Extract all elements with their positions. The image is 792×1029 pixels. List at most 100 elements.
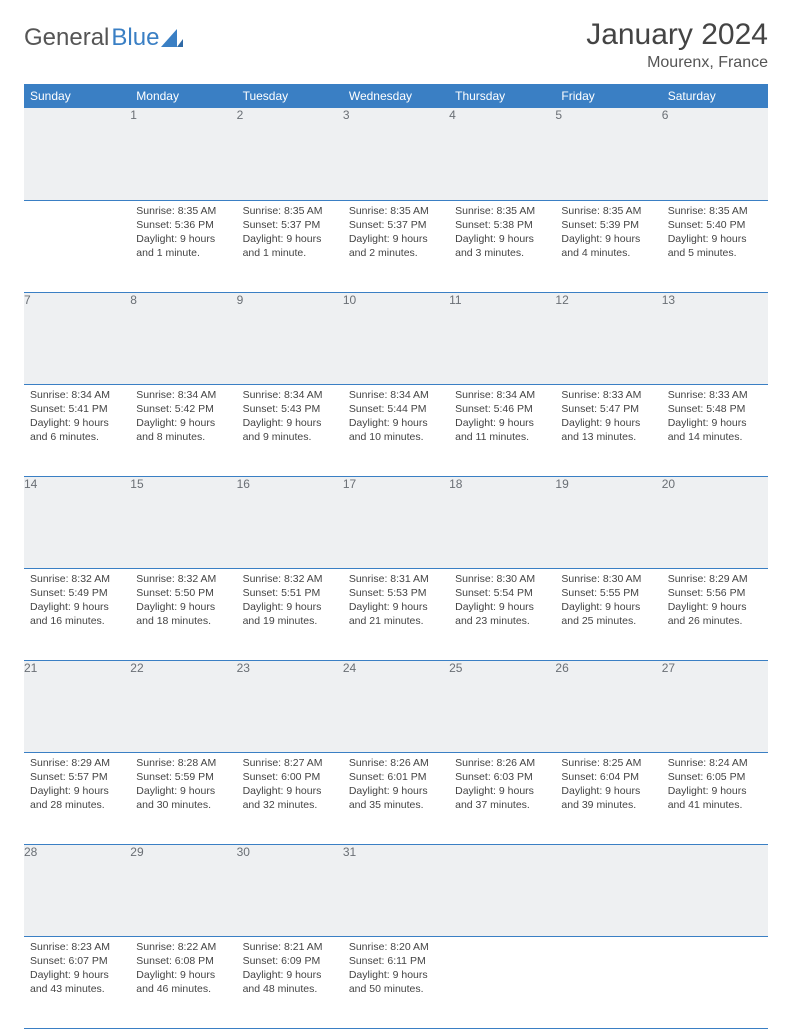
- sunrise-text: Sunrise: 8:22 AM: [136, 940, 230, 954]
- day-cell: Sunrise: 8:35 AMSunset: 5:37 PMDaylight:…: [343, 200, 449, 292]
- daylight-text-2: and 16 minutes.: [30, 614, 124, 628]
- sunset-text: Sunset: 5:36 PM: [136, 218, 230, 232]
- sunset-text: Sunset: 5:47 PM: [561, 402, 655, 416]
- title-block: January 2024 Mourenx, France: [586, 18, 768, 72]
- day-number: 20: [662, 476, 768, 568]
- day-number: 16: [237, 476, 343, 568]
- daylight-text-2: and 8 minutes.: [136, 430, 230, 444]
- daylight-text-2: and 48 minutes.: [243, 982, 337, 996]
- day-details: Sunrise: 8:20 AMSunset: 6:11 PMDaylight:…: [343, 937, 449, 1003]
- day-details: Sunrise: 8:32 AMSunset: 5:51 PMDaylight:…: [237, 569, 343, 635]
- daylight-text-2: and 46 minutes.: [136, 982, 230, 996]
- sunrise-text: Sunrise: 8:34 AM: [30, 388, 124, 402]
- day-cell: Sunrise: 8:26 AMSunset: 6:03 PMDaylight:…: [449, 752, 555, 844]
- day-number: 5: [555, 108, 661, 200]
- logo-text-2: Blue: [111, 24, 159, 52]
- sunrise-text: Sunrise: 8:34 AM: [349, 388, 443, 402]
- sunset-text: Sunset: 6:11 PM: [349, 954, 443, 968]
- sunrise-text: Sunrise: 8:35 AM: [668, 204, 762, 218]
- sunset-text: Sunset: 5:59 PM: [136, 770, 230, 784]
- sunset-text: Sunset: 5:51 PM: [243, 586, 337, 600]
- daylight-text-1: Daylight: 9 hours: [136, 416, 230, 430]
- sunset-text: Sunset: 5:49 PM: [30, 586, 124, 600]
- day-content-row: Sunrise: 8:23 AMSunset: 6:07 PMDaylight:…: [24, 936, 768, 1028]
- day-number: 29: [130, 844, 236, 936]
- day-cell: [662, 936, 768, 1028]
- sunset-text: Sunset: 6:01 PM: [349, 770, 443, 784]
- daylight-text-1: Daylight: 9 hours: [243, 784, 337, 798]
- daylight-text-2: and 6 minutes.: [30, 430, 124, 444]
- day-cell: Sunrise: 8:21 AMSunset: 6:09 PMDaylight:…: [237, 936, 343, 1028]
- day-content-row: Sunrise: 8:34 AMSunset: 5:41 PMDaylight:…: [24, 384, 768, 476]
- daylight-text-2: and 9 minutes.: [243, 430, 337, 444]
- day-content-row: Sunrise: 8:32 AMSunset: 5:49 PMDaylight:…: [24, 568, 768, 660]
- day-number: 25: [449, 660, 555, 752]
- day-number: [24, 108, 130, 200]
- daylight-text-2: and 23 minutes.: [455, 614, 549, 628]
- day-cell: Sunrise: 8:34 AMSunset: 5:42 PMDaylight:…: [130, 384, 236, 476]
- day-details: Sunrise: 8:34 AMSunset: 5:41 PMDaylight:…: [24, 385, 130, 451]
- daylight-text-1: Daylight: 9 hours: [668, 416, 762, 430]
- day-details: Sunrise: 8:33 AMSunset: 5:48 PMDaylight:…: [662, 385, 768, 451]
- day-cell: Sunrise: 8:31 AMSunset: 5:53 PMDaylight:…: [343, 568, 449, 660]
- month-title: January 2024: [586, 18, 768, 52]
- daylight-text-1: Daylight: 9 hours: [561, 416, 655, 430]
- weekday-header: Saturday: [662, 84, 768, 108]
- sunrise-text: Sunrise: 8:35 AM: [349, 204, 443, 218]
- daylight-text-1: Daylight: 9 hours: [455, 784, 549, 798]
- day-cell: [24, 200, 130, 292]
- sunset-text: Sunset: 5:44 PM: [349, 402, 443, 416]
- daylight-text-2: and 11 minutes.: [455, 430, 549, 444]
- day-number-row: 21222324252627: [24, 660, 768, 752]
- day-details: Sunrise: 8:32 AMSunset: 5:50 PMDaylight:…: [130, 569, 236, 635]
- day-number: 17: [343, 476, 449, 568]
- day-details: Sunrise: 8:35 AMSunset: 5:40 PMDaylight:…: [662, 201, 768, 267]
- day-cell: Sunrise: 8:32 AMSunset: 5:49 PMDaylight:…: [24, 568, 130, 660]
- daylight-text-2: and 37 minutes.: [455, 798, 549, 812]
- day-number: 19: [555, 476, 661, 568]
- day-number: 28: [24, 844, 130, 936]
- day-number: 15: [130, 476, 236, 568]
- day-cell: Sunrise: 8:26 AMSunset: 6:01 PMDaylight:…: [343, 752, 449, 844]
- sunset-text: Sunset: 6:08 PM: [136, 954, 230, 968]
- day-details: Sunrise: 8:30 AMSunset: 5:55 PMDaylight:…: [555, 569, 661, 635]
- day-cell: Sunrise: 8:28 AMSunset: 5:59 PMDaylight:…: [130, 752, 236, 844]
- day-details: Sunrise: 8:33 AMSunset: 5:47 PMDaylight:…: [555, 385, 661, 451]
- sunrise-text: Sunrise: 8:24 AM: [668, 756, 762, 770]
- sunset-text: Sunset: 5:37 PM: [349, 218, 443, 232]
- day-number: 1: [130, 108, 236, 200]
- sunrise-text: Sunrise: 8:34 AM: [455, 388, 549, 402]
- calendar-table: Sunday Monday Tuesday Wednesday Thursday…: [24, 84, 768, 1029]
- sunset-text: Sunset: 5:38 PM: [455, 218, 549, 232]
- daylight-text-2: and 26 minutes.: [668, 614, 762, 628]
- day-number: 13: [662, 292, 768, 384]
- day-content-row: Sunrise: 8:29 AMSunset: 5:57 PMDaylight:…: [24, 752, 768, 844]
- sunset-text: Sunset: 5:40 PM: [668, 218, 762, 232]
- day-details: Sunrise: 8:23 AMSunset: 6:07 PMDaylight:…: [24, 937, 130, 1003]
- day-number: 21: [24, 660, 130, 752]
- day-cell: Sunrise: 8:27 AMSunset: 6:00 PMDaylight:…: [237, 752, 343, 844]
- day-number-row: 123456: [24, 108, 768, 200]
- day-number: 2: [237, 108, 343, 200]
- sunrise-text: Sunrise: 8:33 AM: [561, 388, 655, 402]
- day-cell: Sunrise: 8:33 AMSunset: 5:48 PMDaylight:…: [662, 384, 768, 476]
- daylight-text-1: Daylight: 9 hours: [243, 968, 337, 982]
- sunrise-text: Sunrise: 8:32 AM: [136, 572, 230, 586]
- daylight-text-2: and 2 minutes.: [349, 246, 443, 260]
- daylight-text-2: and 13 minutes.: [561, 430, 655, 444]
- daylight-text-1: Daylight: 9 hours: [349, 232, 443, 246]
- calendar-body: 123456Sunrise: 8:35 AMSunset: 5:36 PMDay…: [24, 108, 768, 1028]
- daylight-text-2: and 18 minutes.: [136, 614, 230, 628]
- sunset-text: Sunset: 6:05 PM: [668, 770, 762, 784]
- day-cell: Sunrise: 8:29 AMSunset: 5:56 PMDaylight:…: [662, 568, 768, 660]
- day-details: Sunrise: 8:34 AMSunset: 5:46 PMDaylight:…: [449, 385, 555, 451]
- day-details: Sunrise: 8:35 AMSunset: 5:37 PMDaylight:…: [343, 201, 449, 267]
- sunrise-text: Sunrise: 8:35 AM: [243, 204, 337, 218]
- daylight-text-1: Daylight: 9 hours: [136, 232, 230, 246]
- day-number: 12: [555, 292, 661, 384]
- daylight-text-1: Daylight: 9 hours: [349, 416, 443, 430]
- day-cell: Sunrise: 8:34 AMSunset: 5:43 PMDaylight:…: [237, 384, 343, 476]
- day-number: [555, 844, 661, 936]
- day-content-row: Sunrise: 8:35 AMSunset: 5:36 PMDaylight:…: [24, 200, 768, 292]
- day-number-row: 28293031: [24, 844, 768, 936]
